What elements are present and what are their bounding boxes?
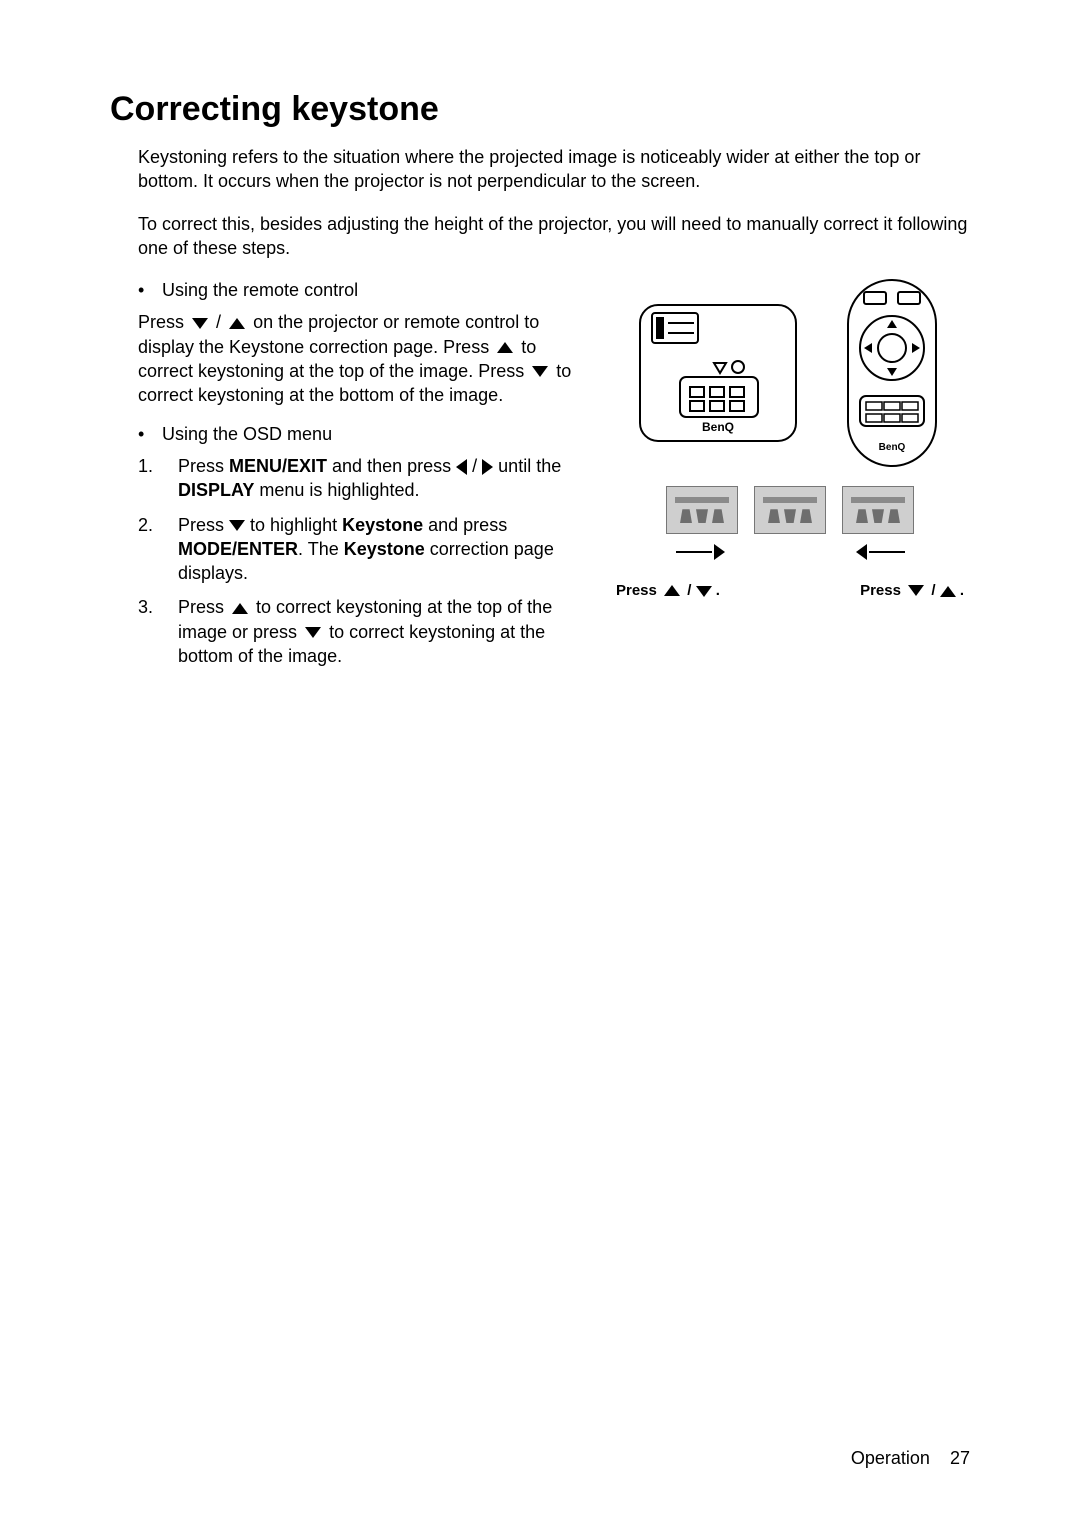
footer-page-number: 27 [950, 1448, 970, 1468]
arrow-right-long-icon [676, 544, 725, 560]
bullet-dot-icon: • [138, 278, 148, 302]
step-number: 3. [138, 595, 156, 668]
keystone-top-icon [226, 318, 248, 330]
projector-illustration: BenQ [638, 303, 798, 443]
page-title: Correcting keystone [110, 90, 970, 129]
footer-section: Operation [851, 1448, 930, 1468]
bullet-osd: • Using the OSD menu [138, 422, 586, 446]
svg-text:BenQ: BenQ [879, 442, 906, 453]
keystone-bottom-icon [905, 585, 927, 597]
keystone-top-icon [494, 342, 516, 354]
intro-paragraph-2: To correct this, besides adjusting the h… [138, 212, 970, 261]
step-3: 3. Press to correct keystoning at the to… [138, 595, 586, 668]
keystone-bottom-icon [189, 318, 211, 330]
arrow-right-icon [482, 459, 493, 475]
steps-list: 1. Press MENU/EXIT and then press / unti… [138, 454, 586, 668]
press-paragraph: Press / on the projector or remote contr… [138, 310, 586, 407]
arrow-left-icon [456, 459, 467, 475]
left-column: • Using the remote control Press / on th… [110, 278, 586, 678]
osd-thumb [754, 486, 826, 534]
keystone-top-icon [229, 603, 251, 615]
osd-thumbnails [610, 486, 970, 534]
arrow-row [610, 544, 970, 560]
arrow-down-icon [696, 586, 712, 597]
press-label-right: Press / . [860, 582, 964, 599]
keystone-top-icon [661, 585, 683, 597]
arrow-left-long-icon [856, 544, 905, 560]
step-number: 1. [138, 454, 156, 503]
press-label-left: Press / . [616, 582, 720, 599]
bullet-osd-text: Using the OSD menu [162, 422, 332, 446]
step-2: 2. Press to highlight Keystone and press… [138, 513, 586, 586]
bullet-remote: • Using the remote control [138, 278, 586, 302]
intro-paragraph-1: Keystoning refers to the situation where… [138, 145, 970, 194]
osd-thumb [842, 486, 914, 534]
press-labels: Press / . Press / . [610, 582, 970, 599]
right-column: BenQ BenQ [610, 278, 970, 678]
osd-thumb [666, 486, 738, 534]
bullet-remote-text: Using the remote control [162, 278, 358, 302]
bullet-dot-icon: • [138, 422, 148, 446]
step-1: 1. Press MENU/EXIT and then press / unti… [138, 454, 586, 503]
keystone-bottom-icon [302, 627, 324, 639]
svg-text:BenQ: BenQ [702, 420, 734, 434]
step-number: 2. [138, 513, 156, 586]
arrow-up-icon [940, 586, 956, 597]
page-footer: Operation 27 [851, 1448, 970, 1469]
arrow-down-icon [229, 520, 245, 531]
keystone-bottom-icon [529, 366, 551, 378]
remote-illustration: BenQ [842, 278, 942, 468]
